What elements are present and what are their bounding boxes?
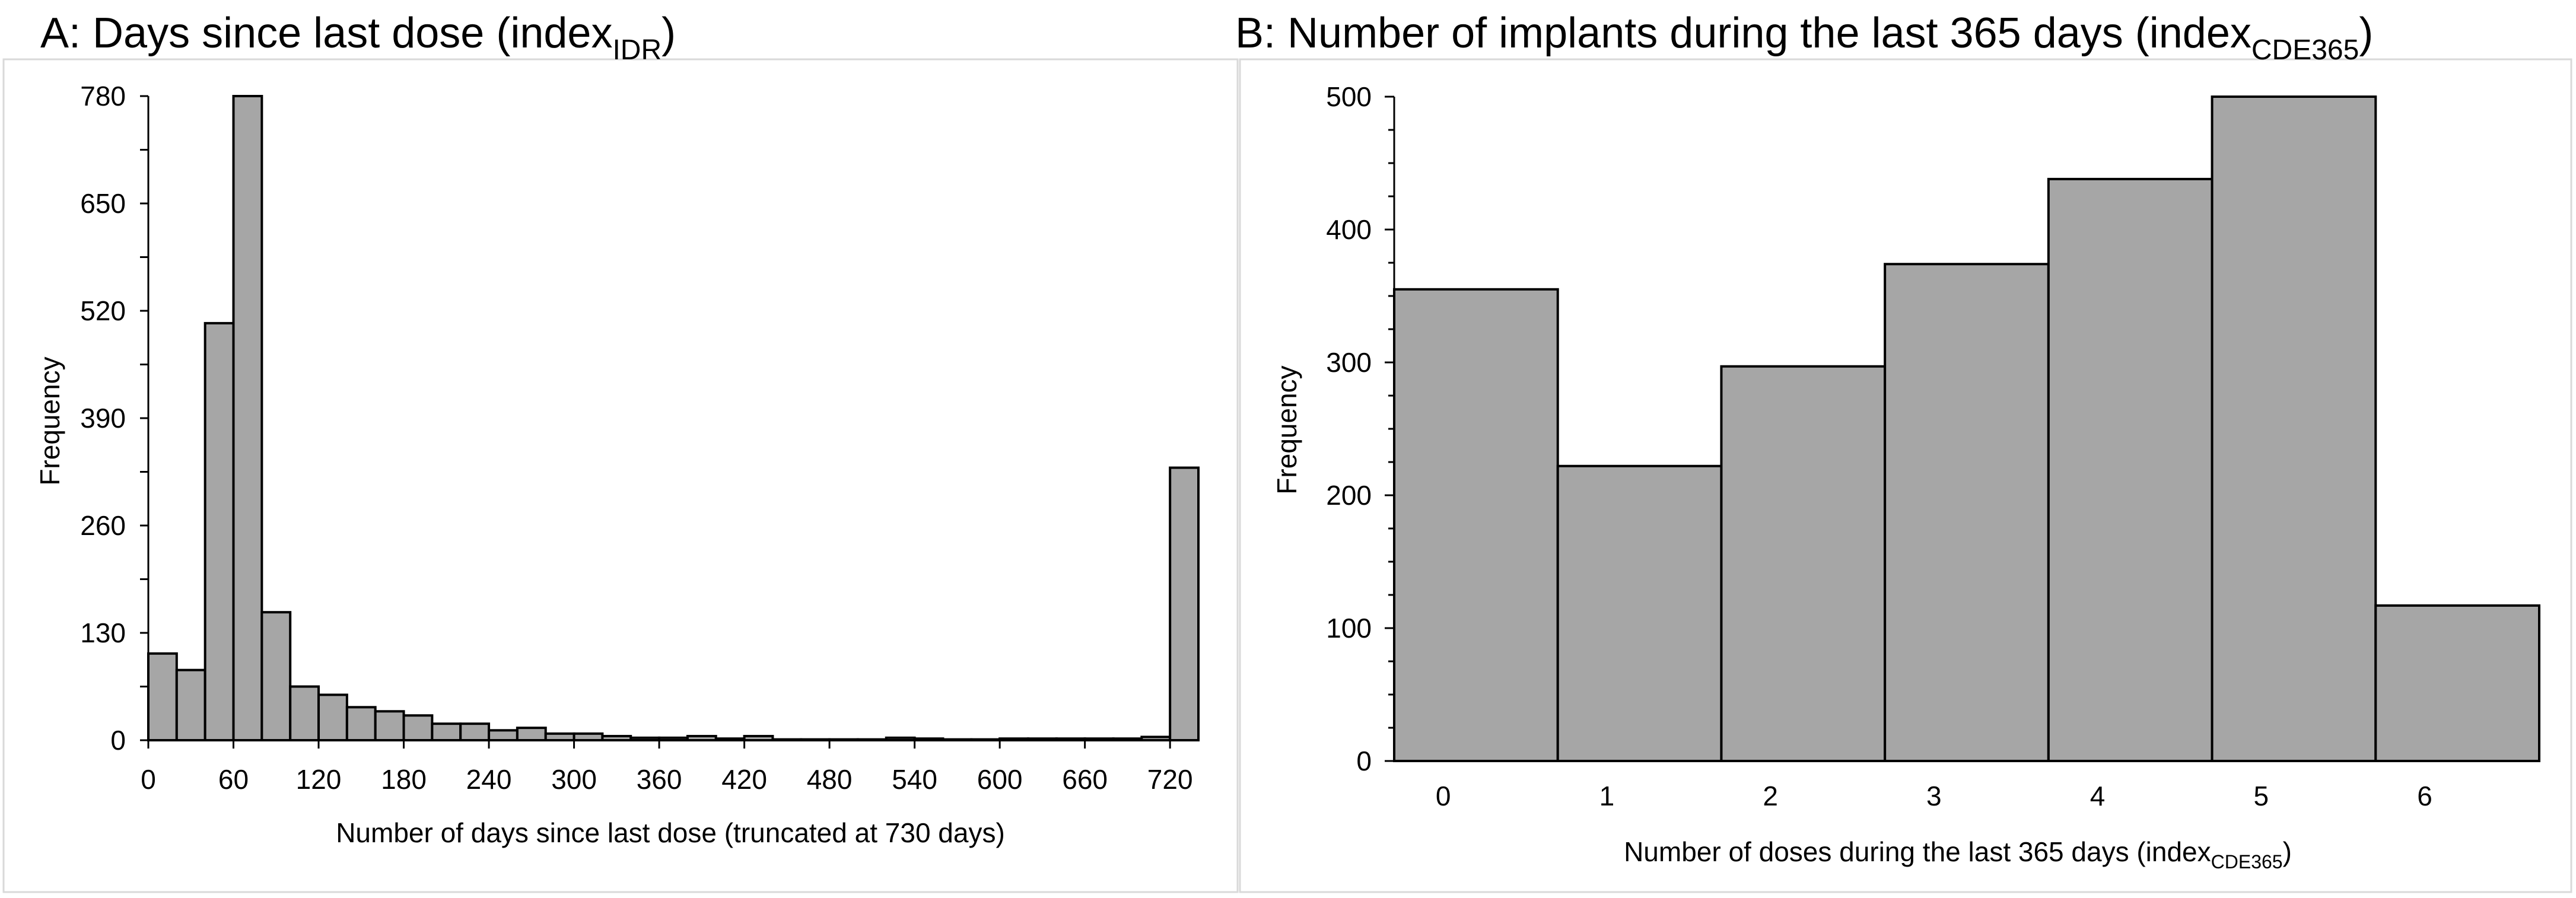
histogram-bar: [402, 714, 434, 741]
category-bar: [1556, 464, 1723, 762]
x-tick-label: 3: [1926, 781, 1942, 811]
histogram-bar: [175, 668, 206, 741]
histogram-bar: [345, 706, 377, 742]
panel-a-border: [2, 58, 1239, 893]
histogram-bar: [544, 732, 575, 742]
histogram-bar: [1169, 466, 1200, 741]
histogram-bar: [232, 95, 263, 741]
panel-b-border: [1239, 58, 2572, 893]
panel-a-title: A: Days since last dose (indexIDR): [40, 9, 676, 66]
category-bar: [1720, 365, 1887, 762]
category-bar: [2047, 177, 2214, 762]
x-tick-label: 600: [977, 764, 1023, 795]
histogram-bar: [431, 722, 462, 741]
x-tick-label: 240: [466, 764, 512, 795]
y-tick-label: 300: [1326, 347, 1372, 378]
y-tick-label: 130: [80, 617, 126, 648]
histogram-bar: [459, 722, 491, 741]
panel-a-ylabel: Frequency: [34, 356, 65, 485]
x-tick-label: 420: [721, 764, 767, 795]
histogram-bar: [488, 729, 519, 742]
x-tick-label: 480: [807, 764, 853, 795]
x-tick-label: 180: [381, 764, 427, 795]
histogram-bar: [317, 693, 348, 742]
y-tick-label: 650: [80, 188, 126, 219]
panel-b-ylabel: Frequency: [1271, 365, 1302, 494]
y-tick-label: 200: [1326, 480, 1372, 511]
category-bar: [1393, 288, 1559, 762]
x-tick-label: 540: [892, 764, 937, 795]
x-tick-label: 1: [1599, 781, 1615, 811]
y-tick-label: 0: [110, 725, 126, 756]
panel-a-xlabel: Number of days since last dose (truncate…: [336, 817, 1005, 848]
y-tick-label: 500: [1326, 81, 1372, 112]
x-tick-label: 660: [1062, 764, 1108, 795]
x-tick-label: 120: [296, 764, 342, 795]
histogram-bar: [516, 727, 547, 741]
histogram-bar: [260, 611, 292, 741]
panel-a: A: Days since last dose (indexIDR) Frequ…: [34, 9, 1200, 848]
x-tick-label: 300: [551, 764, 597, 795]
histogram-bar: [573, 732, 604, 742]
panel-b-title: B: Number of implants during the last 36…: [1235, 9, 2373, 66]
histogram-bar: [374, 710, 405, 742]
histogram-bar: [289, 685, 320, 741]
x-tick-label: 360: [637, 764, 682, 795]
x-tick-label: 6: [2417, 781, 2432, 811]
y-tick-label: 780: [80, 81, 126, 112]
histogram-bar: [147, 652, 178, 742]
x-tick-label: 4: [2090, 781, 2106, 811]
x-tick-label: 0: [141, 764, 156, 795]
panel-b-xlabel: Number of doses during the last 365 days…: [1624, 836, 2292, 872]
x-tick-label: 5: [2253, 781, 2269, 811]
y-tick-label: 520: [80, 295, 126, 326]
x-tick-label: 720: [1147, 764, 1193, 795]
y-tick-label: 260: [80, 510, 126, 541]
x-tick-label: 0: [1436, 781, 1451, 811]
category-bar: [2211, 95, 2377, 762]
y-tick-label: 100: [1326, 613, 1372, 644]
x-tick-label: 60: [218, 764, 249, 795]
y-tick-label: 400: [1326, 214, 1372, 245]
histogram-bar: [203, 321, 235, 741]
category-bar: [2374, 604, 2540, 762]
category-bar: [1884, 263, 2050, 762]
panel-b: B: Number of implants during the last 36…: [1235, 9, 2540, 872]
y-tick-label: 390: [80, 403, 126, 434]
y-tick-label: 0: [1356, 746, 1372, 776]
x-tick-label: 2: [1763, 781, 1778, 811]
